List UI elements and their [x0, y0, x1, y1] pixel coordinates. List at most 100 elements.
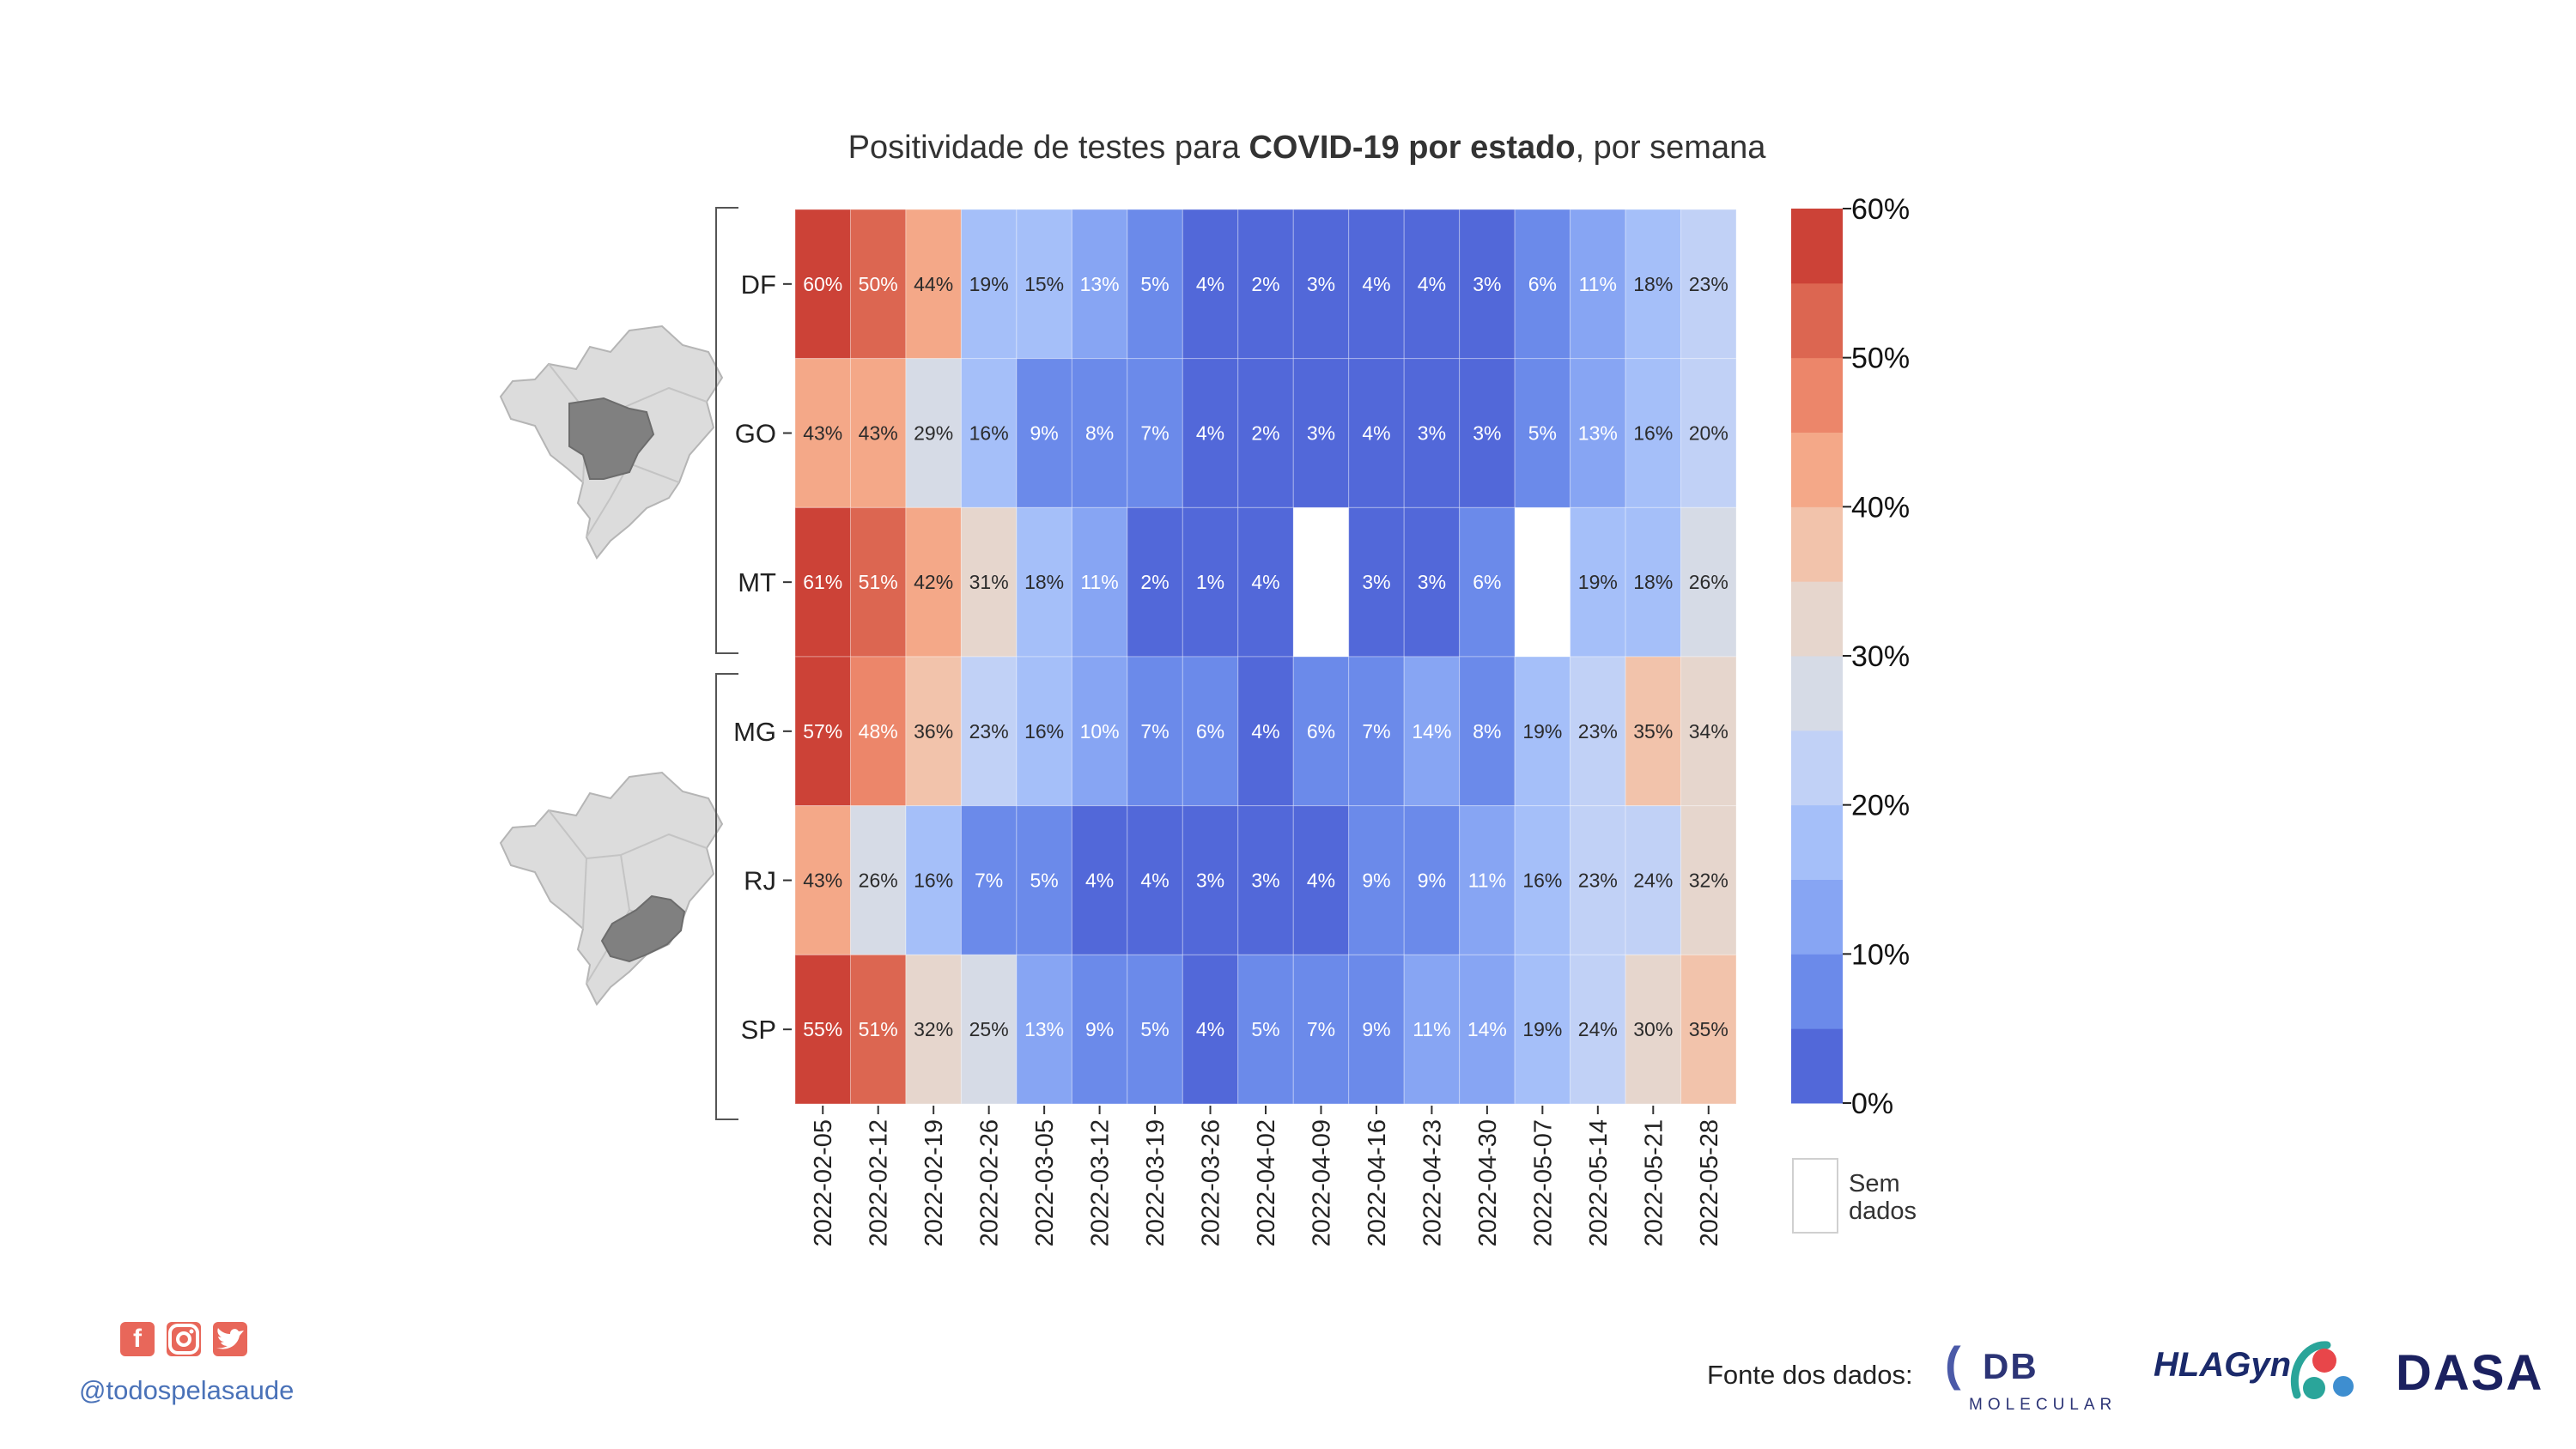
- source-label: Fonte dos dados:: [1707, 1360, 1913, 1390]
- y-tick-label: MT: [738, 567, 776, 597]
- cell-value-label: 19%: [1522, 1018, 1562, 1040]
- heatmap-cell: [1182, 656, 1239, 807]
- cell-value-label: 50%: [859, 273, 898, 295]
- heatmap-cell: [1071, 358, 1128, 508]
- heatmap-cell: [1680, 954, 1737, 1105]
- cell-value-label: 15%: [1024, 273, 1064, 295]
- cell-value-label: 8%: [1473, 720, 1501, 743]
- x-tick-label: 2022-04-23: [1419, 1119, 1446, 1246]
- group-brackets: [715, 207, 738, 1120]
- colorbar-tick-label: 10%: [1851, 938, 1910, 971]
- cell-value-label: 13%: [1578, 422, 1618, 445]
- hlagyn-logo: HLAGyn.: [2154, 1346, 2301, 1384]
- heatmap-cell: [1182, 506, 1239, 658]
- cell-value-label: 3%: [1418, 422, 1446, 445]
- cell-value-label: 16%: [1633, 422, 1673, 445]
- cell-value-label: 9%: [1418, 870, 1446, 892]
- instagram-icon[interactable]: [167, 1322, 201, 1356]
- heatmap-cell: [1459, 506, 1516, 658]
- cell-value-label: 2%: [1251, 422, 1279, 445]
- chart-title-part: Positividade de testes para: [848, 130, 1249, 166]
- heatmap-cell: [1459, 805, 1516, 955]
- x-tick-label: 2022-03-19: [1142, 1119, 1170, 1246]
- cell-value-label: 9%: [1030, 422, 1058, 445]
- brazil-outline: [499, 771, 724, 1006]
- cell-value-label: 18%: [1633, 571, 1673, 593]
- cell-value-label: 3%: [1418, 571, 1446, 593]
- cell-value-label: 4%: [1196, 1018, 1224, 1040]
- y-tick-label: MG: [733, 717, 776, 747]
- db-logo-sub: MOLECULAR: [1969, 1396, 2117, 1414]
- cell-value-label: 23%: [1578, 870, 1618, 892]
- heatmap-cell: [1237, 209, 1294, 360]
- cell-value-label: 11%: [1579, 273, 1617, 295]
- cell-value-label: 57%: [803, 720, 842, 743]
- heatmap-cell: [905, 954, 962, 1105]
- cell-value-label: 43%: [859, 422, 898, 445]
- facebook-icon[interactable]: f: [120, 1322, 155, 1356]
- region-maps: [499, 324, 724, 1006]
- colorbar-tick-label: 60%: [1851, 193, 1910, 226]
- cell-value-label: 55%: [803, 1018, 842, 1040]
- cell-value-label: 26%: [859, 870, 898, 892]
- cell-value-label: 26%: [1689, 571, 1728, 593]
- twitter-icon[interactable]: [213, 1322, 247, 1356]
- heatmap-cell: [1071, 209, 1128, 360]
- cell-value-label: 60%: [803, 273, 842, 295]
- cell-value-label: 18%: [1024, 571, 1064, 593]
- heatmap-cell: [1182, 954, 1239, 1105]
- cell-value-label: 5%: [1030, 870, 1058, 892]
- db-logo-text: DB: [1983, 1346, 2038, 1386]
- cell-value-label: 35%: [1689, 1018, 1728, 1040]
- heatmap-cell: [1625, 656, 1682, 807]
- heatmap-cell: [1348, 209, 1405, 360]
- colorbar-segment: [1791, 209, 1843, 284]
- x-tick-label: 2022-04-16: [1364, 1119, 1391, 1246]
- social-handle[interactable]: @todospelasaude: [79, 1375, 295, 1405]
- colorbar-segment: [1791, 804, 1843, 880]
- cell-value-label: 7%: [1140, 422, 1169, 445]
- heatmap-cell: [1459, 209, 1516, 360]
- heatmap-cell: [1680, 209, 1737, 360]
- cell-value-label: 4%: [1251, 571, 1279, 593]
- x-tick-label: 2022-03-26: [1198, 1119, 1225, 1246]
- missing-swatch: [1792, 1158, 1838, 1234]
- heatmap-cell: [1625, 209, 1682, 360]
- cell-value-label: 19%: [1522, 720, 1562, 743]
- cell-value-label: 4%: [1140, 870, 1169, 892]
- heatmap-cell: [960, 805, 1018, 955]
- heatmap-cell: [1237, 506, 1294, 658]
- heatmap-cell: [1182, 358, 1239, 508]
- cell-value-label: 32%: [914, 1018, 953, 1040]
- cell-value-label: 25%: [969, 1018, 1009, 1040]
- heatmap-cell: [1403, 506, 1461, 658]
- cell-value-label: 29%: [914, 422, 953, 445]
- heatmap-cell: [1127, 209, 1183, 360]
- cell-value-label: 3%: [1473, 273, 1501, 295]
- cell-value-label: 3%: [1251, 870, 1279, 892]
- heatmap-cell: [1127, 954, 1183, 1105]
- db-molecular-logo: ( DB MOLECULAR: [1945, 1336, 2129, 1422]
- cell-value-label: 51%: [859, 571, 898, 593]
- social-icons: f: [120, 1322, 247, 1356]
- cell-value-label: 2%: [1251, 273, 1279, 295]
- heatmap-cell: [794, 954, 851, 1105]
- cell-value-label: 43%: [803, 870, 842, 892]
- x-tick-label: 2022-05-28: [1696, 1119, 1723, 1246]
- heatmap-cell: [1680, 656, 1737, 807]
- heatmap-cell: [1514, 954, 1571, 1105]
- heatmap-cell: [1403, 954, 1461, 1105]
- cell-value-label: 11%: [1468, 870, 1506, 892]
- heatmap-cell: [1348, 506, 1405, 658]
- heatmap-cell: [1570, 954, 1626, 1105]
- cell-value-label: 30%: [1633, 1018, 1673, 1040]
- heatmap-cell: [794, 358, 851, 508]
- heatmap-cell: [1680, 358, 1737, 508]
- cell-value-label: 23%: [969, 720, 1009, 743]
- db-logo-mark: (: [1945, 1337, 1961, 1391]
- y-tick-label: SP: [741, 1015, 776, 1045]
- cell-value-label: 7%: [1140, 720, 1169, 743]
- heatmap-cell: [1016, 805, 1072, 955]
- cell-value-label: 7%: [975, 870, 1003, 892]
- cell-value-label: 4%: [1196, 273, 1224, 295]
